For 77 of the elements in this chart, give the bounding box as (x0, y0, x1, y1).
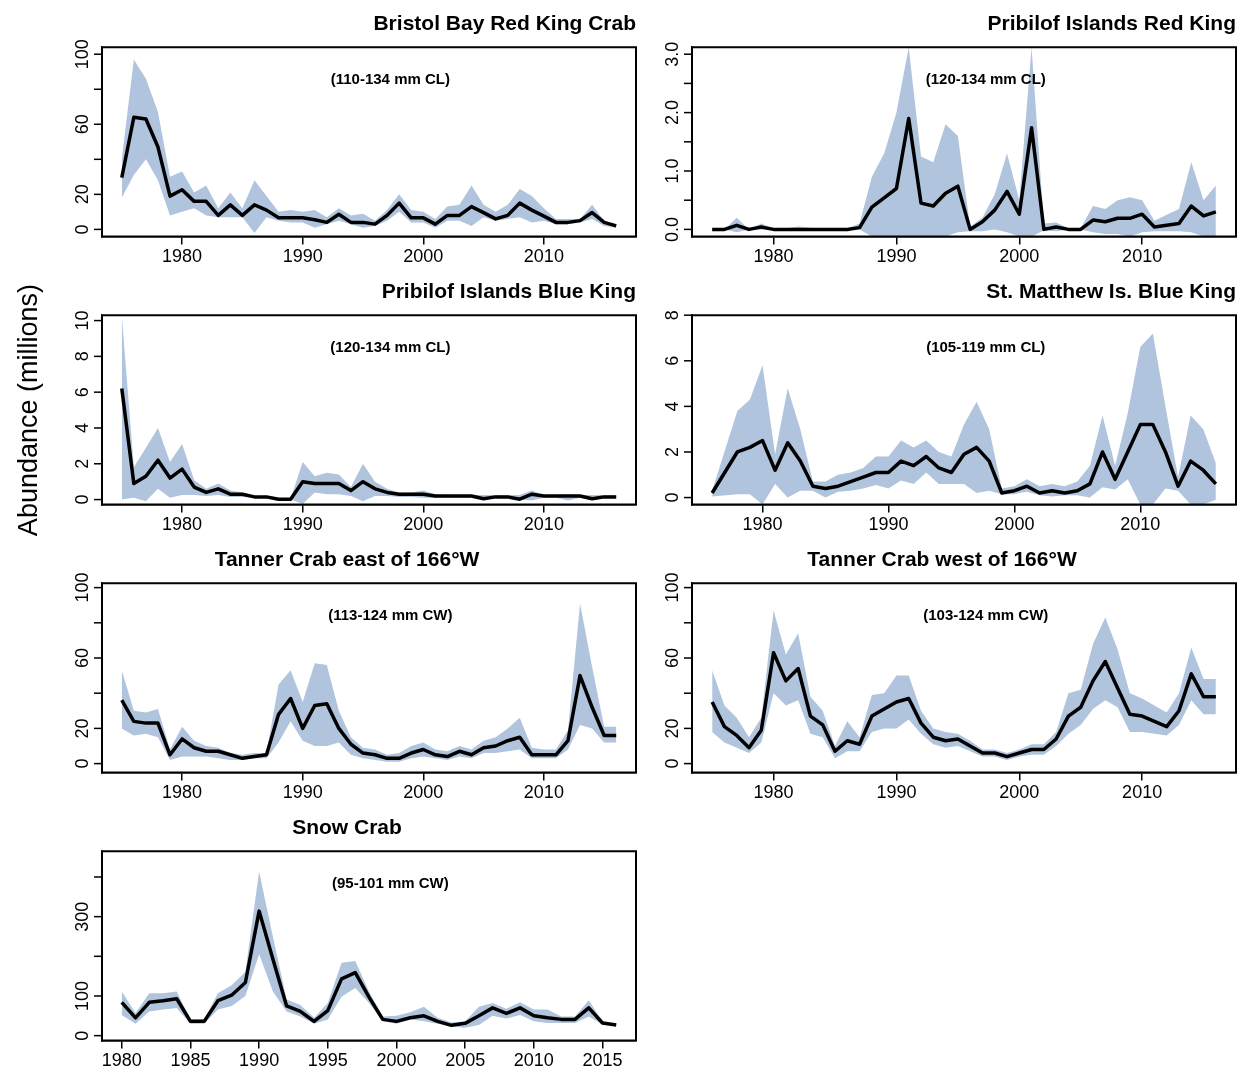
y-tick-label: 2.0 (661, 100, 682, 126)
y-tick-label: 0 (71, 224, 92, 235)
x-tick-label: 1980 (753, 782, 794, 803)
chart-title: Bristol Bay Red King Crab (373, 11, 636, 35)
y-tick-label: 0 (71, 494, 92, 505)
y-tick-label: 60 (71, 647, 92, 669)
x-tick-label: 2010 (523, 782, 564, 803)
y-tick-label: 20 (71, 184, 92, 205)
x-tick-label: 2010 (523, 514, 564, 535)
x-tick-label: 1980 (101, 1050, 142, 1071)
x-tick-label: 1990 (868, 514, 909, 535)
annotation: (113-124 mm CW) (328, 605, 453, 623)
y-tick-label: 8 (71, 351, 92, 362)
y-tick-label: 1.0 (661, 158, 682, 184)
annotation: (103-124 mm CW) (923, 605, 1049, 623)
y-tick-label: 3.0 (661, 41, 682, 67)
y-tick-label: 20 (71, 718, 92, 739)
y-tick-label: 2 (661, 446, 682, 457)
y-tick-label: 20 (661, 718, 682, 739)
y-tick-label: 6 (71, 387, 92, 398)
x-tick-label: 2000 (403, 514, 444, 535)
chart-title: Pribilof Islands Red King (987, 11, 1236, 35)
x-tick-label: 1995 (307, 1050, 348, 1071)
chart-title: Pribilof Islands Blue King (381, 279, 636, 303)
x-tick-label: 1980 (162, 514, 203, 535)
x-tick-label: 2000 (999, 246, 1040, 267)
x-tick-label: 1980 (742, 514, 783, 535)
annotation: (105-119 mm CL) (926, 337, 1046, 355)
annotation: (120-134 mm CL) (925, 69, 1046, 87)
x-tick-label: 1990 (876, 782, 917, 803)
y-tick-label: 100 (71, 572, 92, 603)
y-tick-label: 4 (661, 401, 682, 412)
x-tick-label: 1990 (282, 782, 323, 803)
y-tick-label: 8 (661, 310, 682, 321)
x-tick-label: 2010 (523, 246, 564, 267)
annotation: (95-101 mm CW) (332, 873, 449, 891)
y-tick-label: 100 (661, 572, 682, 603)
x-tick-label: 2010 (513, 1050, 554, 1071)
x-tick-label: 1990 (239, 1050, 280, 1071)
x-tick-label: 2000 (999, 782, 1040, 803)
annotation: (120-134 mm CL) (330, 337, 451, 355)
x-tick-label: 2015 (582, 1050, 623, 1071)
x-tick-label: 2000 (403, 782, 444, 803)
x-tick-label: 1980 (162, 782, 203, 803)
chart-title: Tanner Crab east of 166°W (214, 547, 480, 571)
y-tick-label: 4 (71, 422, 92, 433)
y-tick-label: 0 (661, 492, 682, 503)
chart-title: St. Matthew Is. Blue King (986, 279, 1236, 303)
x-tick-label: 1980 (753, 246, 794, 267)
y-tick-label: 100 (71, 39, 92, 70)
x-tick-label: 2000 (376, 1050, 417, 1071)
x-tick-label: 2000 (994, 514, 1035, 535)
x-tick-label: 2010 (1120, 514, 1161, 535)
x-tick-label: 1990 (282, 514, 323, 535)
x-tick-label: 2010 (1122, 782, 1163, 803)
y-tick-label: 6 (661, 355, 682, 366)
x-tick-label: 1985 (170, 1050, 211, 1071)
x-tick-label: 2000 (403, 246, 444, 267)
x-tick-label: 2010 (1122, 246, 1163, 267)
y-tick-label: 0.0 (661, 216, 682, 242)
chart-title: Snow Crab (292, 815, 402, 839)
y-tick-label: 0 (71, 1030, 92, 1041)
y-tick-label: 0 (661, 758, 682, 769)
y-axis-title: Abundance (millions) (12, 283, 44, 537)
x-tick-label: 1990 (282, 246, 323, 267)
x-tick-label: 2005 (445, 1050, 486, 1071)
y-tick-label: 100 (71, 980, 92, 1011)
y-tick-label: 300 (71, 901, 92, 932)
y-tick-label: 10 (71, 310, 92, 331)
y-tick-label: 60 (661, 647, 682, 669)
x-tick-label: 1990 (876, 246, 917, 267)
x-tick-label: 1980 (162, 246, 203, 267)
chart-title: Tanner Crab west of 166°W (807, 547, 1077, 571)
y-tick-label: 2 (71, 458, 92, 469)
annotation: (110-134 mm CL) (330, 69, 450, 87)
y-tick-label: 0 (71, 758, 92, 769)
y-tick-label: 60 (71, 114, 92, 135)
